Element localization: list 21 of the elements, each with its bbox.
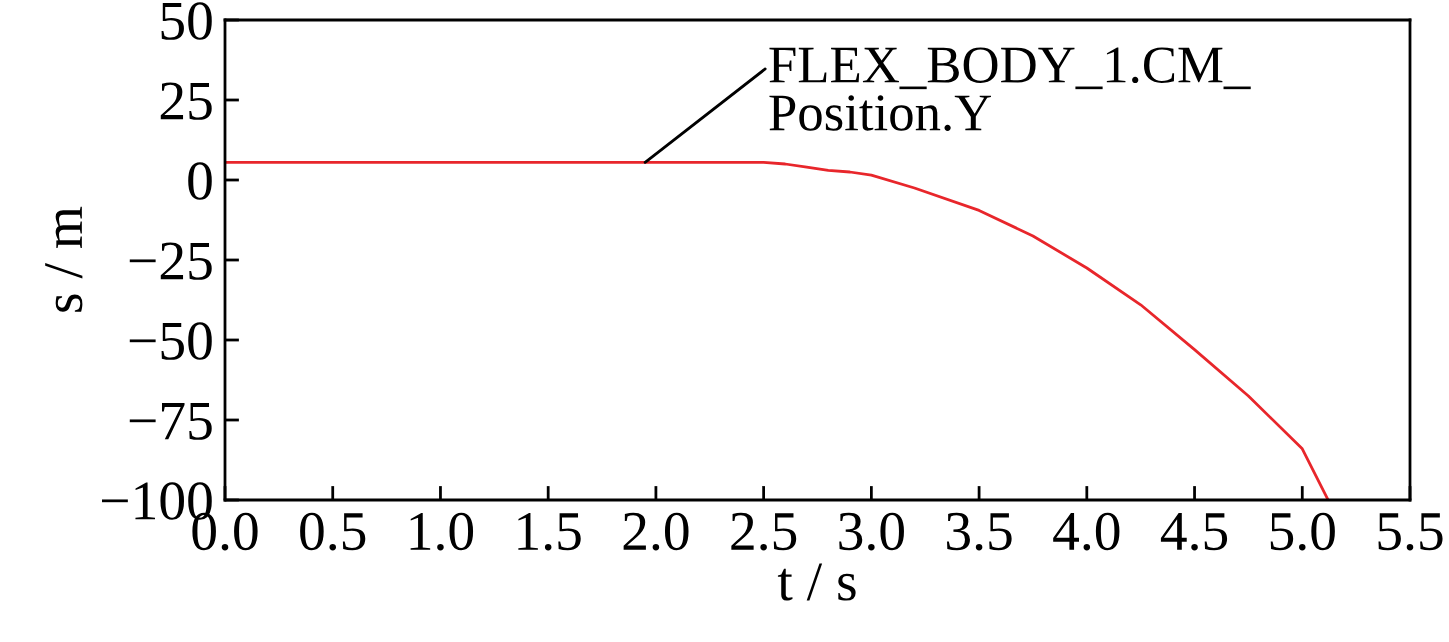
x-tick-label: 4.0	[1053, 512, 1120, 551]
x-tick-label: 5.0	[1270, 512, 1335, 551]
x-axis-title: t / s	[777, 563, 856, 601]
y-tick-label: 25	[160, 82, 212, 120]
x-tick-label: 5.5	[1378, 513, 1443, 551]
x-tick-label: 3.5	[947, 512, 1012, 551]
x-tick-label: 2.5	[731, 512, 797, 551]
annotation: FLEX_BODY_1.CM_ Position.Y	[769, 47, 1251, 131]
y-tick-label: −25	[129, 242, 212, 280]
x-tick-label: 3.0	[839, 512, 904, 551]
x-tick-label: 1.0	[410, 512, 474, 551]
y-tick-label: 0	[188, 162, 212, 200]
x-tick-label: 4.5	[1160, 513, 1228, 551]
y-axis-title: s / m	[45, 206, 83, 312]
x-tick-label: 1.5	[518, 512, 581, 551]
y-tick-label: 50	[161, 2, 212, 40]
x-tick-label: 2.0	[623, 512, 689, 551]
x-tick-label: 0.5	[300, 512, 366, 551]
y-tick-label: −75	[129, 402, 212, 440]
line-series	[225, 161, 1330, 500]
y-tick-label: −50	[129, 322, 212, 360]
